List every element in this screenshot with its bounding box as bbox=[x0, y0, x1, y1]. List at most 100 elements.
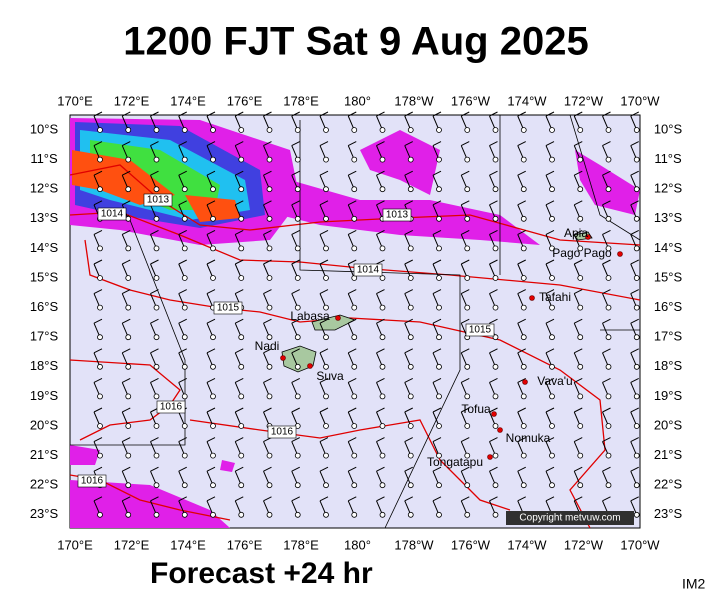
barb-station bbox=[323, 363, 329, 370]
barb-flag bbox=[376, 496, 385, 502]
barb-flag bbox=[319, 437, 329, 443]
barb-flag bbox=[432, 377, 442, 383]
barb-flag bbox=[545, 377, 555, 383]
barb-station bbox=[436, 186, 442, 193]
barb-station bbox=[520, 156, 527, 163]
barb-station bbox=[492, 275, 499, 281]
barb-flag bbox=[291, 229, 300, 235]
barb-station bbox=[549, 127, 555, 133]
barb-flag bbox=[291, 259, 300, 265]
barb-flag bbox=[263, 289, 272, 295]
barb-flag bbox=[574, 466, 583, 472]
barb-station bbox=[492, 511, 499, 518]
barb-flag bbox=[348, 111, 357, 117]
barb-station bbox=[520, 482, 527, 489]
barb-flag bbox=[122, 200, 131, 206]
barb-flag bbox=[291, 466, 300, 472]
barb-flag bbox=[291, 496, 300, 502]
barb-station bbox=[633, 393, 640, 400]
place-label: Vava'u bbox=[537, 374, 572, 388]
barb-flag bbox=[319, 111, 329, 117]
barb-station bbox=[520, 452, 527, 459]
barb-flag bbox=[150, 318, 159, 324]
barb-station bbox=[577, 245, 584, 252]
barb-station bbox=[125, 423, 132, 429]
barb-flag bbox=[574, 407, 583, 413]
lon-label: 172°W bbox=[564, 93, 604, 108]
barb-flag bbox=[178, 348, 187, 354]
barb-flag bbox=[235, 259, 244, 265]
barb-flag bbox=[461, 141, 470, 147]
barb-flag bbox=[432, 170, 442, 176]
barb-flag bbox=[206, 229, 216, 235]
barb-station bbox=[633, 127, 640, 133]
barb-station bbox=[294, 482, 301, 489]
barb-flag bbox=[489, 229, 498, 235]
barb-station bbox=[210, 127, 216, 133]
barb-station bbox=[351, 186, 358, 193]
barb-station bbox=[238, 186, 245, 193]
barb-station bbox=[605, 363, 612, 370]
barb-station bbox=[125, 511, 132, 518]
lon-label: 174°W bbox=[507, 93, 547, 108]
barb-station bbox=[407, 363, 414, 370]
barb-flag bbox=[93, 496, 103, 502]
barb-flag bbox=[461, 466, 470, 472]
barb-flag bbox=[517, 200, 526, 206]
barb-flag bbox=[489, 496, 498, 502]
lat-label: 12°S bbox=[30, 181, 59, 196]
barb-station bbox=[294, 511, 301, 518]
barb-station bbox=[125, 334, 132, 341]
barb-flag bbox=[432, 466, 442, 472]
barb-station bbox=[436, 423, 442, 429]
barb-station bbox=[153, 452, 160, 459]
barb-flag bbox=[263, 141, 272, 147]
isobar-label: 1013 bbox=[147, 195, 170, 206]
barb-flag bbox=[348, 259, 357, 265]
lat-label: 11°S bbox=[654, 151, 682, 166]
barb-station bbox=[323, 334, 329, 341]
barb-station bbox=[153, 156, 160, 163]
barb-flag bbox=[291, 348, 300, 354]
barb-station bbox=[266, 215, 273, 222]
barb-station bbox=[464, 423, 471, 429]
lon-label: 170°W bbox=[620, 93, 660, 108]
barb-flag bbox=[461, 348, 470, 354]
barb-flag bbox=[291, 111, 300, 117]
barb-station bbox=[407, 511, 414, 518]
isobar-label: 1016 bbox=[271, 427, 294, 438]
barb-flag bbox=[461, 111, 470, 117]
place-dot bbox=[280, 355, 286, 361]
barb-flag bbox=[461, 496, 470, 502]
barb-flag bbox=[263, 407, 272, 413]
barb-station bbox=[97, 186, 103, 193]
lon-label: 180° bbox=[344, 93, 371, 108]
barb-flag bbox=[178, 229, 187, 235]
barb-flag bbox=[348, 466, 357, 472]
barb-flag bbox=[263, 318, 272, 324]
barb-station bbox=[379, 186, 386, 193]
barb-station bbox=[605, 393, 612, 400]
barb-station bbox=[97, 393, 103, 400]
barb-flag bbox=[376, 407, 385, 413]
barb-station bbox=[436, 511, 442, 518]
lat-label: 17°S bbox=[654, 329, 683, 344]
barb-flag bbox=[206, 496, 216, 502]
barb-station bbox=[407, 423, 414, 429]
barb-station bbox=[181, 245, 188, 252]
barb-flag bbox=[545, 318, 555, 324]
barb-flag bbox=[630, 141, 639, 147]
barb-flag bbox=[263, 496, 272, 502]
barb-flag bbox=[93, 377, 103, 383]
isobar-label: 1013 bbox=[386, 210, 409, 221]
barb-flag bbox=[574, 437, 583, 443]
barb-flag bbox=[319, 466, 329, 472]
barb-flag bbox=[348, 318, 357, 324]
barb-flag bbox=[489, 259, 498, 265]
barb-flag bbox=[461, 259, 470, 265]
barb-flag bbox=[93, 259, 103, 265]
barb-flag bbox=[489, 407, 498, 413]
barb-station bbox=[605, 245, 612, 252]
barb-flag bbox=[150, 289, 159, 295]
lon-label: 176°E bbox=[227, 537, 263, 552]
